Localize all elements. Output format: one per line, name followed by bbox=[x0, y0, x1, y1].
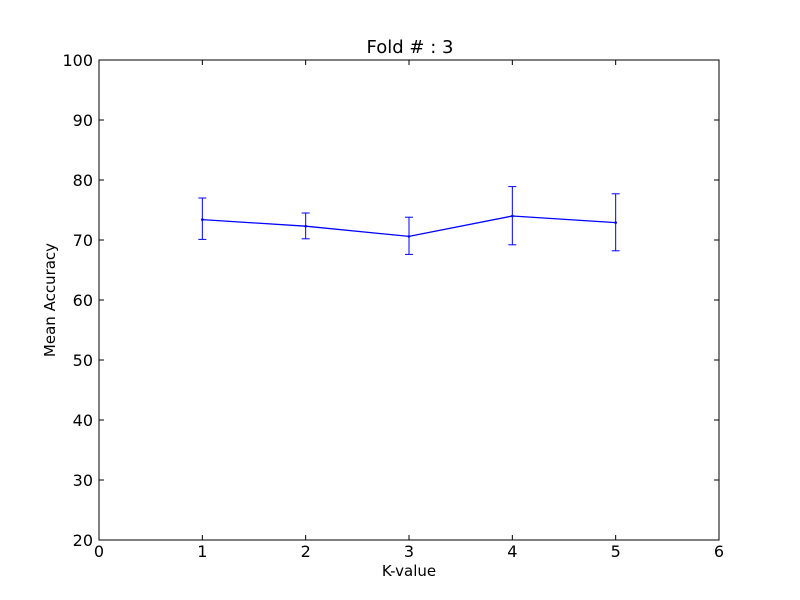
x-tick-label: 2 bbox=[301, 542, 311, 561]
data-point bbox=[407, 235, 411, 238]
x-axis-label: K-value bbox=[382, 562, 436, 580]
x-tick-label: 5 bbox=[611, 542, 621, 561]
y-tick-label: 100 bbox=[62, 51, 93, 70]
chart-title: Fold # : 3 bbox=[367, 37, 454, 58]
x-tick-label: 3 bbox=[404, 542, 414, 561]
x-tick-label: 0 bbox=[94, 542, 104, 561]
y-tick-label: 50 bbox=[73, 351, 93, 370]
y-tick-label: 60 bbox=[73, 291, 93, 310]
y-tick-label: 80 bbox=[73, 171, 93, 190]
y-tick-label: 30 bbox=[73, 471, 93, 490]
data-point bbox=[614, 221, 617, 224]
x-tick-label: 6 bbox=[714, 542, 724, 561]
data-point bbox=[201, 218, 204, 221]
x-axis: 0 1 2 3 4 5 6 bbox=[94, 60, 724, 561]
y-axis-label: Mean Accuracy bbox=[41, 243, 59, 357]
x-tick-label: 1 bbox=[197, 542, 207, 561]
y-tick-label: 40 bbox=[73, 411, 93, 430]
y-tick-label: 20 bbox=[73, 531, 93, 550]
x-tick-label: 4 bbox=[507, 542, 517, 561]
y-tick-label: 90 bbox=[73, 111, 93, 130]
series-layer bbox=[198, 186, 620, 255]
y-axis: 20 30 40 50 60 70 80 90 100 bbox=[62, 51, 719, 550]
data-point bbox=[304, 224, 307, 228]
data-point bbox=[511, 214, 514, 218]
plot-frame bbox=[98, 59, 720, 541]
y-tick-label: 70 bbox=[73, 231, 93, 250]
